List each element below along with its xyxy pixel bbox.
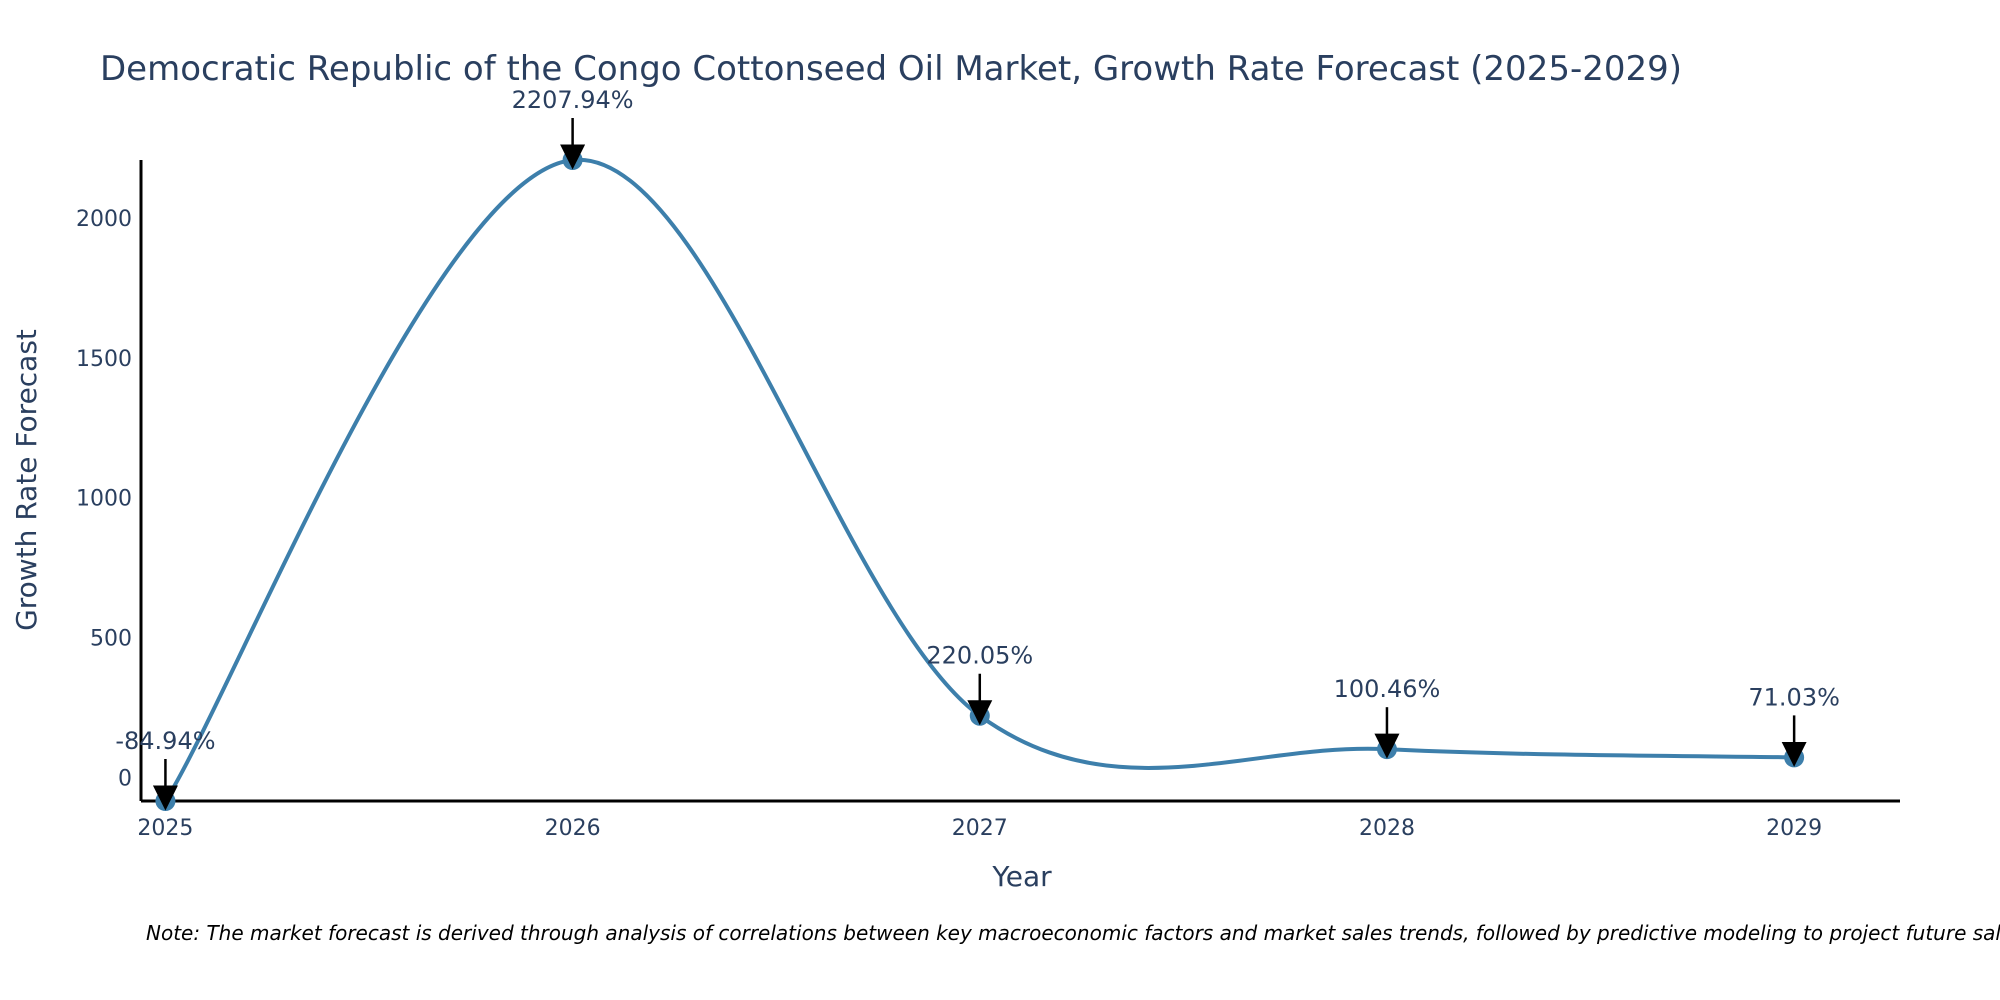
annotations: -84.94% 2207.94% 220.05% 100.46% 71.03% bbox=[115, 86, 1840, 811]
tick-labels: 2025 2026 2027 2028 2029 0 500 1000 1500 2000 bbox=[76, 207, 1822, 841]
y-tick-label: 2000 bbox=[76, 207, 132, 232]
series-line bbox=[163, 157, 1797, 803]
data-label: 2207.94% bbox=[512, 86, 634, 114]
x-tick-label: 2027 bbox=[952, 816, 1008, 841]
data-label: 100.46% bbox=[1334, 675, 1441, 703]
data-label: 71.03% bbox=[1748, 683, 1840, 711]
chart-note: Note: The market forecast is derived thr… bbox=[146, 921, 2000, 945]
data-label: 220.05% bbox=[926, 642, 1033, 670]
y-tick-label: 1000 bbox=[76, 487, 132, 512]
y-axis-title: Growth Rate Forecast bbox=[10, 329, 43, 631]
x-tick-label: 2025 bbox=[137, 816, 193, 841]
chart-title: Democratic Republic of the Congo Cottons… bbox=[100, 49, 1682, 89]
x-tick-label: 2029 bbox=[1766, 816, 1822, 841]
y-tick-label: 500 bbox=[90, 626, 132, 651]
x-tick-label: 2028 bbox=[1359, 816, 1415, 841]
y-tick-label: 1500 bbox=[76, 347, 132, 372]
x-tick-label: 2026 bbox=[545, 816, 601, 841]
axes bbox=[139, 160, 1900, 803]
data-label: -84.94% bbox=[115, 727, 215, 755]
y-tick-label: 0 bbox=[118, 766, 132, 791]
x-axis-title: Year bbox=[991, 860, 1052, 893]
